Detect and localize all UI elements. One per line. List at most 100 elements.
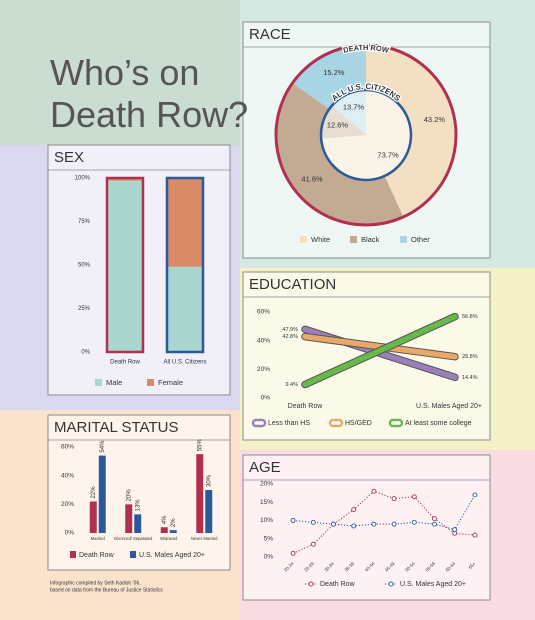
y-tick-label: 0% bbox=[264, 554, 274, 561]
y-tick-label: 15% bbox=[260, 499, 273, 506]
bar bbox=[196, 454, 204, 533]
legend-swatch bbox=[70, 551, 76, 558]
marker bbox=[432, 516, 437, 522]
legend-label: U.S. Males Aged 20+ bbox=[400, 581, 466, 588]
donut-slice bbox=[321, 90, 411, 180]
marker bbox=[452, 527, 458, 533]
marker bbox=[472, 492, 478, 498]
bar bbox=[98, 455, 106, 533]
marker bbox=[310, 541, 316, 547]
legend-label: Other bbox=[411, 235, 430, 244]
legend-label: Black bbox=[361, 235, 380, 244]
donut-slice bbox=[276, 83, 404, 225]
bar-segment bbox=[107, 178, 143, 181]
x-tick-label: Widowed bbox=[160, 536, 178, 541]
line bbox=[292, 490, 475, 554]
value-label: 28.8% bbox=[462, 354, 478, 360]
panel-title: MARITAL STATUS bbox=[54, 419, 178, 436]
bar bbox=[125, 504, 133, 533]
legend-swatch bbox=[130, 551, 136, 558]
legend-marker bbox=[388, 581, 394, 587]
value-label: 2% bbox=[171, 518, 177, 527]
legend-label: Less than HS bbox=[268, 420, 310, 427]
value-label: 55% bbox=[197, 438, 203, 451]
bar-segment bbox=[107, 180, 143, 352]
y-tick-label: 40% bbox=[61, 472, 74, 479]
x-tick-label: 65+ bbox=[468, 561, 477, 570]
value-label: 4% bbox=[162, 515, 168, 524]
panel-title: RACE bbox=[249, 26, 291, 43]
slice-label: 73.7% bbox=[377, 150, 399, 159]
ring-outline bbox=[274, 43, 458, 227]
marker bbox=[411, 519, 417, 525]
panel-title: EDUCATION bbox=[249, 276, 336, 293]
value-label: 47.9% bbox=[282, 327, 298, 333]
legend-label: At least some college bbox=[405, 420, 472, 427]
slice-label: 13.7% bbox=[343, 103, 365, 112]
slice-label: 43.2% bbox=[424, 115, 446, 124]
marker bbox=[351, 523, 357, 529]
y-tick-label: 60% bbox=[257, 309, 270, 316]
ring-outline bbox=[319, 88, 413, 182]
donut-slice bbox=[331, 90, 366, 135]
marker bbox=[331, 521, 336, 527]
y-tick-label: 40% bbox=[257, 337, 270, 344]
marker bbox=[472, 532, 478, 538]
marker bbox=[411, 494, 417, 500]
x-tick-label: All U.S. Citizens bbox=[163, 360, 206, 366]
x-tick-label: Death Row bbox=[110, 360, 140, 366]
marker bbox=[351, 507, 357, 512]
value-label: 42.8% bbox=[282, 334, 298, 340]
marker bbox=[290, 518, 296, 523]
panel-title: SEX bbox=[54, 149, 84, 166]
donut-slice bbox=[321, 105, 366, 139]
bar bbox=[89, 501, 97, 533]
line bbox=[293, 494, 476, 531]
y-tick-label: 0% bbox=[261, 395, 271, 402]
legend-swatch bbox=[400, 236, 407, 243]
slice-label: 41.6% bbox=[301, 175, 323, 184]
ring-name: DEATH ROW bbox=[342, 43, 390, 55]
value-label: 20% bbox=[126, 489, 132, 502]
x-tick-label: Death Row bbox=[288, 403, 324, 410]
y-tick-label: 75% bbox=[78, 219, 91, 225]
value-label: 56.8% bbox=[462, 314, 478, 320]
inner-background bbox=[321, 90, 411, 180]
legend-label: Male bbox=[106, 378, 122, 387]
bar bbox=[169, 530, 177, 533]
marker bbox=[371, 521, 377, 527]
bar bbox=[205, 490, 213, 533]
marker bbox=[432, 521, 437, 527]
legend-marker bbox=[308, 581, 314, 587]
y-tick-label: 5% bbox=[264, 535, 274, 542]
bar-outline bbox=[105, 176, 145, 354]
x-tick-label: Divorced/ Separated bbox=[114, 536, 153, 541]
y-tick-label: 10% bbox=[260, 517, 273, 524]
bar-outline bbox=[165, 176, 205, 354]
marker bbox=[391, 521, 397, 527]
legend-swatch bbox=[328, 418, 344, 428]
x-tick-label: Never Married bbox=[191, 536, 218, 541]
y-tick-label: 50% bbox=[78, 263, 91, 269]
y-tick-label: 20% bbox=[61, 501, 74, 508]
y-tick-label: 0% bbox=[65, 530, 75, 537]
y-tick-label: 100% bbox=[75, 176, 91, 182]
value-label: 9.4% bbox=[285, 382, 298, 388]
marker bbox=[391, 496, 397, 502]
credit-line: Infographic compiled by Seth Kadish ’06, bbox=[50, 580, 141, 586]
slice-label: 12.6% bbox=[327, 121, 349, 130]
y-tick-label: 20% bbox=[260, 481, 273, 488]
value-label: 22% bbox=[91, 486, 97, 499]
marker bbox=[290, 550, 296, 556]
bar bbox=[160, 527, 168, 533]
legend-swatch bbox=[350, 236, 357, 243]
x-tick-label: U.S. Males Aged 20+ bbox=[416, 403, 482, 410]
y-tick-label: 60% bbox=[61, 444, 74, 451]
y-tick-label: 0% bbox=[81, 350, 90, 356]
legend-label: HS/GED bbox=[345, 420, 372, 427]
y-tick-label: 25% bbox=[78, 306, 91, 312]
value-label: 54% bbox=[100, 440, 106, 453]
legend-swatch bbox=[95, 379, 102, 386]
